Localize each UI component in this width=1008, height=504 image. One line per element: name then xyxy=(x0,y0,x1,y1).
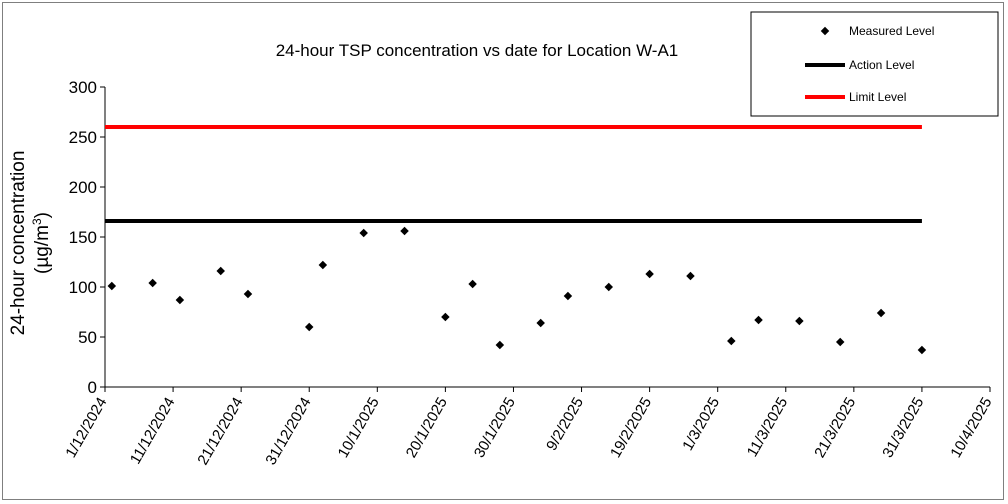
x-tick-label: 10/1/2025 xyxy=(335,395,383,461)
measured-points xyxy=(107,226,927,355)
data-point xyxy=(917,345,927,355)
y-tick-label: 0 xyxy=(88,378,97,397)
y-tick-label: 300 xyxy=(69,78,97,97)
y-axis-label-superscript: 3 xyxy=(30,218,44,225)
y-tick-label: 100 xyxy=(69,278,97,297)
reference-lines xyxy=(105,125,922,223)
data-point xyxy=(727,336,736,346)
data-point xyxy=(243,289,253,299)
data-point xyxy=(468,279,477,289)
y-axis-label-suffix: ) xyxy=(32,212,53,218)
data-point xyxy=(536,318,545,328)
legend-label-action: Action Level xyxy=(849,58,914,72)
y-tick-label: 250 xyxy=(69,128,97,147)
data-point xyxy=(795,316,804,326)
y-tick-label: 50 xyxy=(78,328,97,347)
legend-label-measured: Measured Level xyxy=(849,24,934,38)
data-point xyxy=(148,278,157,288)
data-point xyxy=(835,337,845,347)
y-tick-label: 200 xyxy=(69,178,97,197)
x-tick-label: 31/12/2024 xyxy=(262,395,314,469)
x-tick-label: 31/3/2025 xyxy=(879,395,927,461)
data-point xyxy=(645,269,654,279)
x-tick-label: 30/1/2025 xyxy=(471,395,519,461)
data-point xyxy=(400,226,409,236)
x-tick-label: 9/2/2025 xyxy=(543,395,587,454)
x-tick-label: 11/3/2025 xyxy=(744,395,792,460)
y-tick-label: 150 xyxy=(69,228,97,247)
data-point xyxy=(604,282,614,292)
y-axis: 0 50 100 150 200 250 300 xyxy=(69,78,106,397)
legend-box xyxy=(750,11,999,117)
data-point xyxy=(754,315,763,325)
data-point xyxy=(107,281,117,291)
data-point xyxy=(216,266,225,276)
x-tick-label: 19/2/2025 xyxy=(607,395,655,461)
x-tick-label: 21/3/2025 xyxy=(811,395,859,461)
data-point xyxy=(441,312,450,322)
x-tick-label: 1/12/2024 xyxy=(62,395,110,461)
data-point xyxy=(876,308,886,318)
x-tick-label: 10/4/2025 xyxy=(947,395,995,461)
data-point xyxy=(563,291,573,301)
data-point xyxy=(318,260,328,270)
chart-title: 24-hour TSP concentration vs date for Lo… xyxy=(276,41,679,60)
data-point xyxy=(495,340,505,350)
data-point xyxy=(359,228,368,238)
data-point xyxy=(175,295,185,305)
y-axis-label-prefix: (µg/m xyxy=(32,225,53,274)
data-point xyxy=(304,322,314,332)
y-axis-label-line2: (µg/m3) xyxy=(30,212,53,274)
x-tick-label: 20/1/2025 xyxy=(403,395,451,461)
x-axis: 1/12/2024 11/12/2024 21/12/2024 31/12/2024 1… xyxy=(62,386,995,469)
legend: Measured Level Action Level Limit Level xyxy=(750,11,999,117)
x-tick-label: 1/3/2025 xyxy=(679,395,723,454)
data-point xyxy=(686,271,695,281)
x-tick-label: 11/12/2024 xyxy=(127,395,179,468)
legend-label-limit: Limit Level xyxy=(849,90,906,104)
x-tick-label: 21/12/2024 xyxy=(194,395,246,469)
y-axis-label-line1: 24-hour concentration xyxy=(8,151,29,336)
